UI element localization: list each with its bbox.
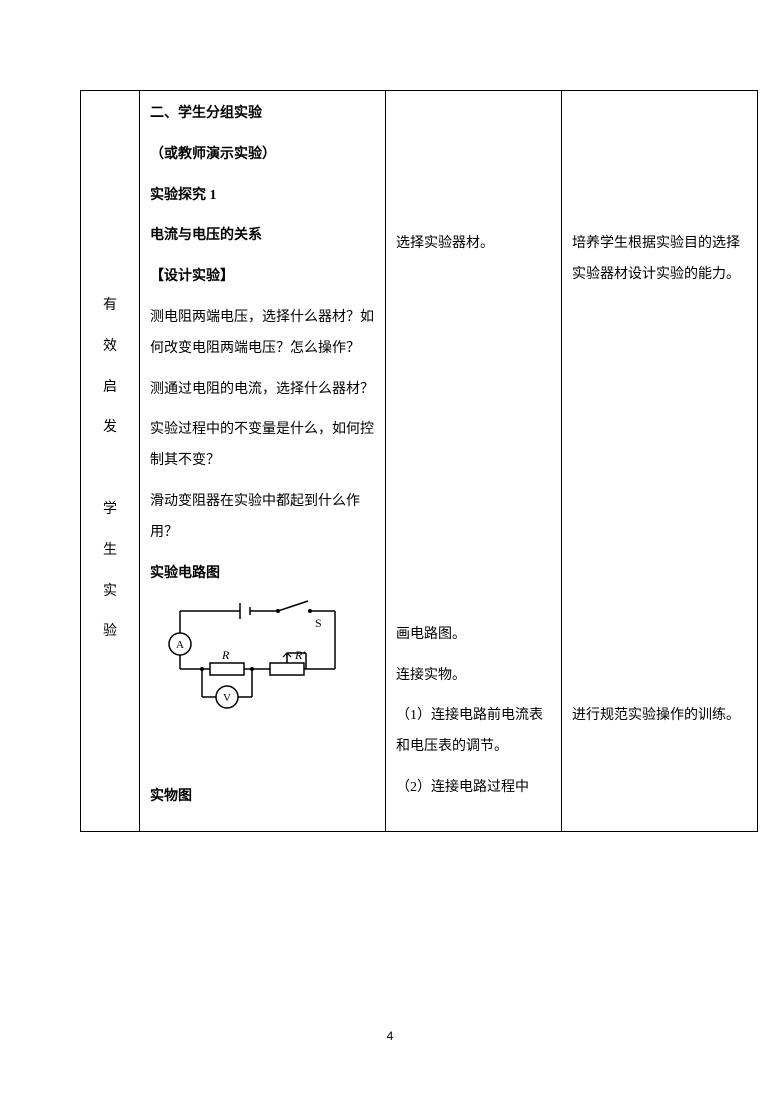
vertical-char: 验 xyxy=(91,617,129,648)
document-page: 有 效 启 发 学 生 实 验 二、学生分组实验 （或教师演示实验） 实验探究 … xyxy=(0,0,780,1103)
question-text: 实验过程中的不变量是什么，如何控制其不变？ xyxy=(150,415,375,477)
spacer xyxy=(396,270,551,620)
activity-text: 画电路图。 xyxy=(396,620,551,651)
physical-diagram-heading: 实物图 xyxy=(150,782,375,813)
vertical-char: 有 xyxy=(91,291,129,322)
page-number: 4 xyxy=(0,1029,780,1043)
student-activity-column: 选择实验器材。 画电路图。 连接实物。 （1）连接电路前电流表和电压表的调节。 … xyxy=(386,91,562,832)
circuit-diagram-heading: 实验电路图 xyxy=(150,559,375,590)
purpose-text: 进行规范实验操作的训练。 xyxy=(572,701,747,732)
teacher-activity-column: 二、学生分组实验 （或教师演示实验） 实验探究 1 电流与电压的关系 【设计实验… xyxy=(140,91,386,832)
section-heading: 二、学生分组实验 xyxy=(150,99,375,130)
activity-text: 选择实验器材。 xyxy=(396,229,551,260)
experiment-number: 实验探究 1 xyxy=(150,181,375,212)
purpose-column: 培养学生根据实验目的选择实验器材设计实验的能力。 进行规范实验操作的训练。 xyxy=(562,91,758,832)
resistor-label: R xyxy=(221,648,230,662)
question-text: 测通过电阻的电流，选择什么器材？ xyxy=(150,375,375,406)
circuit-diagram: S A R xyxy=(160,599,375,732)
voltmeter-label: V xyxy=(223,692,231,704)
vertical-char: 启 xyxy=(91,373,129,404)
vertical-char: 学 xyxy=(91,495,129,526)
experiment-title: 电流与电压的关系 xyxy=(150,221,375,252)
question-text: 测电阻两端电压，选择什么器材？如何改变电阻两端电压？怎么操作？ xyxy=(150,303,375,365)
activity-text: （2）连接电路过程中 xyxy=(396,773,551,804)
switch-label: S xyxy=(315,616,322,630)
purpose-text: 培养学生根据实验目的选择实验器材设计实验的能力。 xyxy=(572,229,747,291)
question-text: 滑动变阻器在实验中都起到什么作用？ xyxy=(150,487,375,549)
ammeter-label: A xyxy=(176,639,184,651)
spacer xyxy=(572,301,747,701)
rheostat-label: R′ xyxy=(294,648,305,662)
vertical-char: 发 xyxy=(91,413,129,444)
activity-text: （1）连接电路前电流表和电压表的调节。 xyxy=(396,701,551,763)
vertical-char: 效 xyxy=(91,332,129,363)
design-heading: 【设计实验】 xyxy=(150,262,375,293)
spacer xyxy=(396,99,551,229)
table-row: 有 效 启 发 学 生 实 验 二、学生分组实验 （或教师演示实验） 实验探究 … xyxy=(81,91,758,832)
section-subheading: （或教师演示实验） xyxy=(150,140,375,171)
activity-text: 连接实物。 xyxy=(396,661,551,692)
spacer xyxy=(572,99,747,229)
circuit-svg: S A R xyxy=(160,599,350,719)
vertical-char xyxy=(91,454,129,485)
stage-column: 有 效 启 发 学 生 实 验 xyxy=(81,91,140,832)
lesson-plan-table: 有 效 启 发 学 生 实 验 二、学生分组实验 （或教师演示实验） 实验探究 … xyxy=(80,90,758,832)
vertical-char: 实 xyxy=(91,577,129,608)
vertical-char: 生 xyxy=(91,536,129,567)
